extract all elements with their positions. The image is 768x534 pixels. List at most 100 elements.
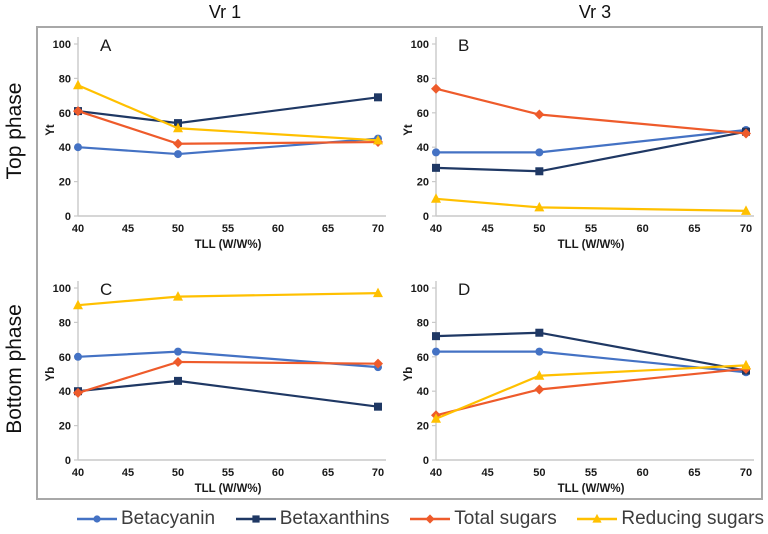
legend-label: Betaxanthins (279, 508, 390, 529)
legend-label: Total sugars (454, 508, 557, 529)
betacyanin-line-marker-icon (77, 515, 117, 523)
legend-label: Reducing sugars (621, 508, 764, 529)
row-label-bottom-phase: Bottom phase (3, 304, 26, 434)
square-marker (252, 515, 260, 523)
y-tick-label: 20 (59, 421, 71, 433)
panel-letter: B (458, 36, 469, 55)
x-tick-label: 55 (222, 223, 234, 235)
legend-item-betaxanthins: Betaxanthins (235, 508, 390, 530)
y-tick-label: 100 (411, 39, 429, 51)
y-tick-label: 20 (417, 421, 429, 433)
y-tick-label: 0 (423, 211, 429, 223)
y-tick-label: 40 (417, 386, 429, 398)
x-tick-label: 55 (222, 467, 234, 479)
marker-total-sugars (373, 358, 383, 369)
marker-betacyanin (432, 347, 440, 356)
circle-marker (93, 515, 101, 523)
x-tick-label: 40 (72, 223, 84, 235)
series-line-betacyanin (77, 350, 379, 369)
marker-reducing-sugars (741, 205, 751, 215)
x-axis-title: TLL (W/W%) (558, 239, 625, 251)
marker-total-sugars (431, 83, 441, 94)
legend-item-reducing-sugars: Reducing sugars (576, 508, 764, 530)
x-tick-label: 40 (72, 467, 84, 479)
marker-betaxanthins (535, 167, 544, 176)
y-tick-label: 60 (59, 352, 71, 364)
x-tick-label: 60 (272, 467, 284, 479)
panel-a-chart: 0 20 40 60 80 100 40 45 50 55 60 65 70 TLL (W/W%) Yt A (45, 36, 386, 251)
x-tick-label: 45 (482, 467, 494, 479)
legend-item-total-sugars: Total sugars (409, 508, 557, 530)
x-axis-title: TLL (W/W%) (558, 483, 625, 495)
series-line-betaxanthins (77, 96, 379, 125)
x-tick-label: 45 (482, 223, 494, 235)
x-tick-label: 50 (172, 223, 184, 235)
marker-betacyanin (535, 347, 544, 356)
marker-betaxanthins (535, 328, 544, 337)
marker-reducing-sugars (73, 299, 83, 310)
row-label-top-phase: Top phase (3, 82, 26, 180)
marker-reducing-sugars (173, 291, 183, 301)
x-tick-label: 70 (372, 467, 384, 479)
y-tick-label: 20 (59, 177, 71, 189)
column-title-vr1: Vr 1 (208, 2, 242, 22)
marker-betaxanthins (174, 376, 182, 385)
y-tick-label: 80 (59, 317, 71, 329)
y-axis-title: Yt (45, 124, 57, 136)
x-tick-label: 65 (688, 223, 700, 235)
panel-c-chart: 0 20 40 60 80 100 40 45 50 55 60 65 70 TLL (W/W%) Yb C (45, 280, 386, 495)
marker-reducing-sugars (431, 413, 441, 423)
panel-letter: C (100, 280, 112, 299)
y-tick-label: 80 (417, 73, 429, 85)
legend: Betacyanin Betaxanthins Total sugars Red… (76, 506, 764, 532)
marker-betaxanthins (432, 332, 440, 341)
marker-betaxanthins (432, 163, 440, 172)
marker-reducing-sugars (173, 122, 183, 133)
marker-reducing-sugars (373, 134, 383, 145)
marker-reducing-sugars (373, 287, 383, 298)
marker-total-sugars (534, 109, 545, 120)
figure-border (36, 26, 763, 500)
y-tick-label: 60 (417, 352, 429, 364)
legend-label: Betacyanin (121, 508, 216, 529)
x-tick-label: 60 (637, 223, 649, 235)
y-tick-label: 100 (53, 283, 71, 295)
y-tick-label: 40 (59, 142, 71, 154)
x-tick-label: 40 (430, 223, 442, 235)
y-tick-label: 0 (423, 455, 429, 467)
betaxanthins-line-marker-icon (235, 515, 276, 523)
marker-reducing-sugars (534, 370, 545, 380)
diamond-marker (425, 514, 435, 524)
panel-d-chart: 0 20 40 60 80 100 40 45 50 55 60 65 70 TLL (W/W%) Yb D (403, 280, 754, 495)
y-tick-label: 100 (53, 39, 71, 51)
y-axis-title: Yb (403, 367, 415, 382)
marker-total-sugars (73, 106, 83, 117)
x-tick-label: 45 (122, 467, 134, 479)
marker-betacyanin (535, 148, 544, 157)
marker-betacyanin (74, 143, 82, 152)
x-tick-label: 65 (322, 467, 334, 479)
y-tick-label: 80 (417, 317, 429, 329)
x-tick-label: 65 (688, 467, 700, 479)
y-tick-label: 0 (65, 211, 71, 223)
panel-letter: A (100, 36, 112, 55)
y-tick-label: 100 (411, 283, 429, 295)
series-line-total-sugars (435, 87, 747, 135)
y-tick-label: 20 (417, 177, 429, 189)
marker-betacyanin (174, 347, 182, 356)
marker-reducing-sugars (73, 79, 83, 90)
series-line-reducing-sugars (77, 292, 379, 307)
x-tick-label: 70 (740, 467, 752, 479)
x-tick-label: 65 (322, 223, 334, 235)
panel-letter: D (458, 280, 470, 299)
column-title-vr3: Vr 3 (578, 2, 612, 22)
total-sugars-line-marker-icon (410, 514, 451, 524)
y-tick-label: 40 (59, 386, 71, 398)
marker-total-sugars (173, 356, 183, 367)
y-tick-label: 0 (65, 455, 71, 467)
y-tick-label: 40 (417, 142, 429, 154)
y-tick-label: 60 (59, 108, 71, 120)
x-tick-label: 70 (372, 223, 384, 235)
marker-betacyanin (432, 148, 440, 157)
